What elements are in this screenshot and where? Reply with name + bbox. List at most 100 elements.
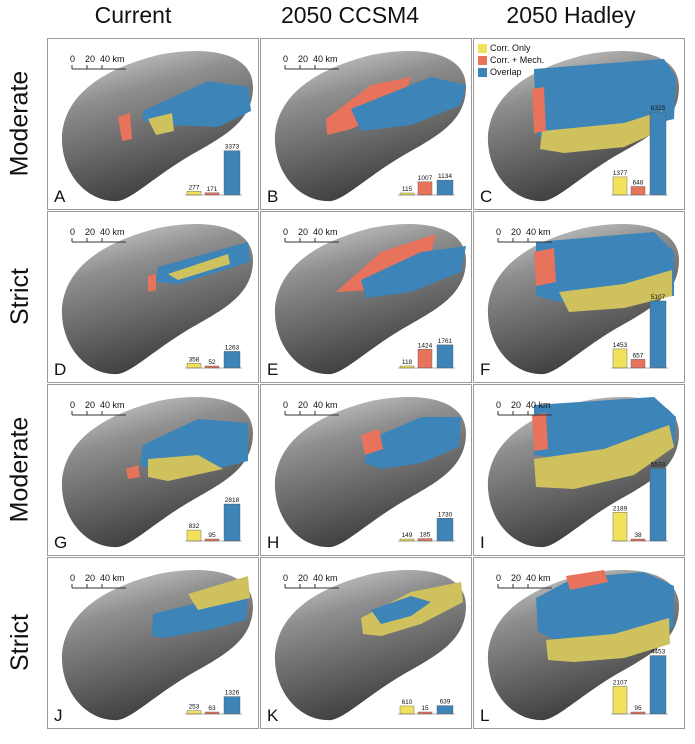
bar-value-label: 2818 [225, 497, 240, 504]
scale-tick: 20 [298, 400, 308, 410]
bar-overlap [436, 344, 454, 369]
region-corr-mech [148, 274, 156, 292]
bar-corr-mech [417, 181, 433, 196]
scale-tick: 40 km [526, 400, 551, 410]
scale-tick: 20 [85, 54, 95, 64]
scale-tick: 20 [298, 227, 308, 237]
scale-bar: 0 20 40 km [283, 54, 339, 70]
panel-letter: J [54, 706, 63, 725]
bar-value-label: 253 [189, 704, 200, 711]
column-header: 2050 CCSM4 [280, 2, 420, 28]
column-header: 2050 Hadley [506, 2, 636, 28]
map-figure: 0 20 40 km 1453 657 5107 [487, 223, 679, 375]
map-panel-j: 0 20 40 km 253 63 1326 J [47, 557, 259, 729]
bar-value-label: 610 [402, 699, 413, 706]
map-panel-b: 0 20 40 km 115 1007 1134 B [260, 38, 472, 210]
scale-bar: 0 20 40 km [283, 227, 339, 243]
bar-corr-only [612, 686, 628, 715]
panel-letter: B [267, 187, 279, 206]
region-corr-mech [566, 570, 608, 590]
map-figure: 0 20 40 km 115 1007 1134 [274, 50, 466, 202]
panel-letter: L [480, 706, 490, 725]
bar-overlap [649, 655, 667, 715]
scale-bar: 0 20 40 km [70, 573, 126, 589]
bar-value-label: 15 [421, 705, 429, 712]
scale-tick: 40 km [100, 54, 125, 64]
bar-value-label: 1453 [613, 342, 628, 349]
bar-value-label: 63 [208, 705, 216, 712]
row-label-text: Strict [5, 267, 34, 325]
panel-letter: D [54, 360, 67, 379]
bar-overlap [223, 150, 241, 196]
scale-tick: 20 [85, 400, 95, 410]
bar-value-label: 5107 [651, 294, 666, 301]
bar-value-label: 1326 [225, 690, 240, 697]
region-corr-mech [532, 87, 546, 133]
scale-tick: 40 km [100, 400, 125, 410]
bar-overlap [649, 111, 667, 196]
map-figure: 0 20 40 km 2189 38 5533 [487, 396, 679, 548]
bar-overlap [436, 705, 454, 715]
region-sand [148, 113, 174, 135]
scale-tick: 20 [298, 573, 308, 583]
scale-tick: 20 [511, 227, 521, 237]
bar-value-label: 1134 [438, 173, 452, 180]
bar-value-label: 1730 [438, 511, 453, 518]
bar-corr-mech [417, 349, 433, 369]
region-sand [534, 425, 674, 489]
scale-tick: 40 km [100, 573, 125, 583]
bar-overlap [223, 503, 241, 542]
bar-value-label: 1761 [438, 338, 453, 345]
row-label: Strict [0, 557, 40, 727]
bar-overlap [223, 696, 241, 715]
scale-tick: 20 [85, 227, 95, 237]
map-panel-f: 0 20 40 km 1453 657 5107 F [473, 211, 685, 383]
map-panel-d: 0 20 40 km 358 52 1263 D [47, 211, 259, 383]
bar-value-label: 648 [633, 179, 644, 186]
bar-value-label: 5533 [651, 461, 666, 468]
region-corr-mech [118, 113, 132, 141]
scale-tick: 40 km [100, 227, 125, 237]
bar-corr-only [186, 529, 202, 542]
bar-value-label: 358 [189, 356, 200, 363]
scale-bar: 0 20 40 km [70, 227, 126, 243]
panel-letter: K [267, 706, 279, 725]
map-figure: 0 20 40 km 832 95 2818 [61, 396, 253, 548]
region-overlap [371, 596, 431, 624]
scale-tick: 20 [298, 54, 308, 64]
map-panel-c: 1377 648 6325 Corr. Only Corr. + Mech. Overla… [473, 38, 685, 210]
scale-bar: 0 20 40 km [283, 573, 339, 589]
scale-tick: 0 [496, 400, 501, 410]
bar-overlap [436, 179, 454, 196]
scale-bar: 0 20 40 km [283, 400, 339, 416]
panel-letter: H [267, 533, 280, 552]
scale-tick: 0 [283, 573, 288, 583]
bar-value-label: 1377 [613, 170, 628, 177]
scale-tick: 40 km [313, 573, 338, 583]
scale-tick: 0 [283, 227, 288, 237]
bar-value-label: 2107 [613, 679, 628, 686]
bar-value-label: 1424 [418, 342, 433, 349]
map-panel-e: 0 20 40 km 118 1424 1761 E [260, 211, 472, 383]
bar-corr-only [612, 348, 628, 369]
bar-value-label: 115 [402, 186, 413, 193]
bar-overlap [436, 518, 454, 542]
map-figure: 0 20 40 km 277 171 3373 [61, 50, 253, 202]
row-label-text: Strict [5, 613, 34, 671]
legend: Corr. Only Corr. + Mech. Overlap [478, 42, 544, 78]
map-panel-k: 0 20 40 km 610 15 639 K [260, 557, 472, 729]
legend-item: Corr. Only [478, 42, 544, 54]
scale-tick: 20 [511, 573, 521, 583]
map-panel-g: 0 20 40 km 832 95 2818 G [47, 384, 259, 556]
region-corr-mech [361, 429, 383, 455]
bar-value-label: 52 [208, 359, 216, 366]
region-sand [168, 254, 230, 280]
scale-tick: 40 km [313, 227, 338, 237]
row-label: Moderate [0, 38, 40, 208]
bar-value-label: 171 [207, 186, 218, 193]
scale-tick: 20 [85, 573, 95, 583]
legend-label: Corr. + Mech. [490, 55, 545, 65]
bar-overlap [649, 468, 667, 542]
bar-value-label: 185 [420, 532, 431, 539]
bar-value-label: 657 [633, 352, 644, 359]
